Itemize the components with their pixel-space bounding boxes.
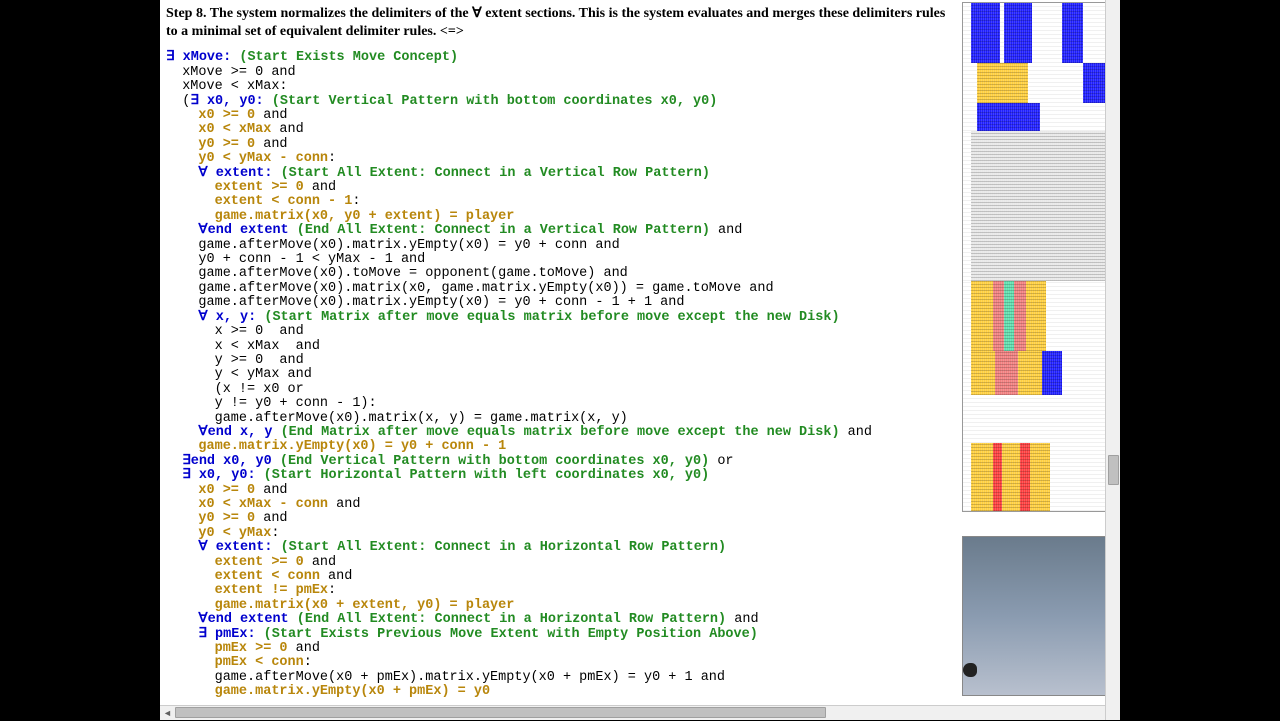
- sky-image-thumbnail[interactable]: [962, 536, 1110, 696]
- left-black-strip: [0, 0, 160, 720]
- scroll-left-arrow[interactable]: ◄: [160, 706, 175, 721]
- scrollbar-track[interactable]: [175, 706, 1105, 720]
- horizontal-scrollbar[interactable]: ◄ ►: [160, 705, 1120, 720]
- code-listing: ∃ xMove: (Start Exists Move Concept) xMo…: [166, 51, 952, 699]
- sidebar: [958, 0, 1120, 705]
- article-content: Step 8. The system normalizes the delimi…: [160, 0, 958, 705]
- scrollbar-thumb[interactable]: [175, 707, 826, 718]
- code-minimap-thumbnail[interactable]: [962, 2, 1110, 512]
- vertical-scrollbar[interactable]: [1105, 0, 1120, 720]
- vertical-scrollbar-thumb[interactable]: [1108, 455, 1119, 485]
- step-heading: Step 8. The system normalizes the delimi…: [166, 5, 952, 41]
- main-content-area: Step 8. The system normalizes the delimi…: [160, 0, 1120, 720]
- right-black-strip: [1120, 0, 1280, 720]
